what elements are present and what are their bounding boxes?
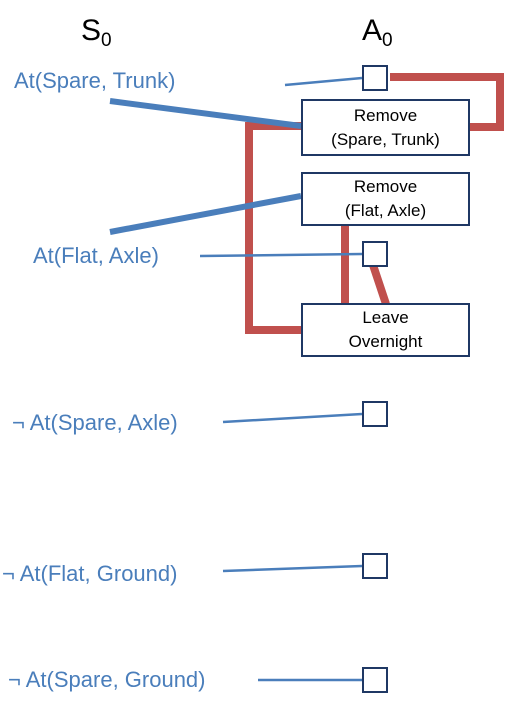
noop-not-spare-axle — [362, 401, 388, 427]
state-not-spare-at-axle: ¬ At(Spare, Axle) — [12, 410, 178, 435]
mutex-link-noop-flat-leave-overnight — [369, 263, 390, 306]
state-not-flat-at-ground: ¬ At(Flat, Ground) — [2, 561, 178, 586]
noop-flat-axle — [362, 241, 388, 267]
noop-not-flat-ground — [362, 553, 388, 579]
state-not-spare-at-ground: ¬ At(Spare, Ground) — [8, 667, 206, 692]
action-remove-flat-axle: Remove (Flat, Axle) — [301, 172, 470, 226]
action-leave-overnight: Leave Overnight — [301, 303, 470, 357]
precondition-link-not-spare-axle-noop — [222, 412, 363, 424]
precondition-link-flat-axle-remove — [109, 193, 302, 235]
action-level-header-base: A — [362, 14, 383, 47]
precondition-link-spare-trunk-remove — [109, 98, 302, 129]
action-remove-spare-trunk: Remove (Spare, Trunk) — [301, 99, 470, 156]
action-remove-spare-trunk-label: Remove (Spare, Trunk) — [331, 105, 440, 149]
action-level-header: A0 — [362, 14, 393, 51]
precondition-link-flat-axle-noop — [199, 252, 363, 258]
precondition-link-spare-trunk-noop — [284, 76, 363, 87]
precondition-link-not-flat-ground-noop — [222, 564, 363, 573]
noop-spare-trunk — [362, 65, 388, 91]
state-level-header-sub: 0 — [101, 30, 112, 51]
action-remove-flat-axle-label: Remove (Flat, Axle) — [344, 177, 427, 220]
state-level-header: S0 — [81, 14, 112, 51]
action-level-header-sub: 0 — [382, 30, 393, 51]
state-flat-at-axle: At(Flat, Axle) — [33, 243, 159, 268]
mutex-link-remove-spare-leave-overnight — [245, 122, 301, 334]
state-level-header-base: S — [81, 14, 102, 47]
action-leave-overnight-label: Leave Overnight — [348, 308, 423, 351]
state-spare-at-trunk: At(Spare, Trunk) — [14, 68, 176, 93]
noop-not-spare-ground — [362, 667, 388, 693]
mutex-link-noop-remove-spare — [390, 73, 504, 131]
